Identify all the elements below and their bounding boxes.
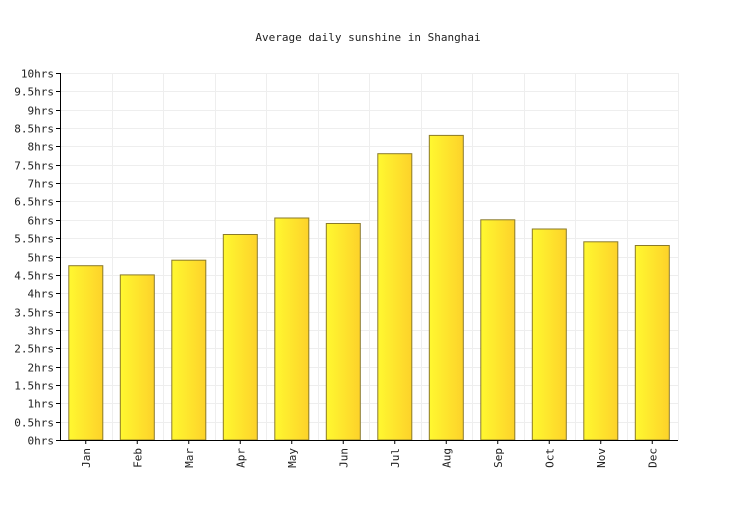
x-tick-label-nov: Nov <box>595 448 608 468</box>
x-tick-label-aug: Aug <box>440 448 453 468</box>
y-tick-label: 3.5hrs <box>14 307 54 320</box>
x-tick-label-dec: Dec <box>646 448 659 468</box>
y-tick-label: 6hrs <box>28 215 55 228</box>
y-tick-label: 7hrs <box>28 178 55 191</box>
bar-nov <box>583 241 619 441</box>
y-axis-ticks: 0hrs 0.5hrs 1hrs 1.5hrs 2hrs 2.5hrs 3hrs 3.5hrs… <box>14 68 60 448</box>
y-tick-label: 4.5hrs <box>14 270 54 283</box>
x-axis-ticks: Jan Feb Mar Apr May Jun Jul Aug Sep Oct Nov Dec <box>80 440 659 468</box>
gridlines <box>60 73 679 441</box>
bar-dec <box>634 245 670 441</box>
bar-feb <box>119 274 155 441</box>
y-tick-label: 10hrs <box>21 68 54 81</box>
y-tick-label: 5hrs <box>28 252 55 265</box>
y-tick-label: 5.5hrs <box>14 233 54 246</box>
x-tick-label-sep: Sep <box>492 448 505 468</box>
bar-jan <box>68 265 104 441</box>
x-tick-label-may: May <box>286 448 299 468</box>
bar-jul <box>377 153 413 441</box>
y-tick-label: 6.5hrs <box>14 196 54 209</box>
x-tick-label-jul: Jul <box>389 448 402 468</box>
x-tick-label-jun: Jun <box>337 448 350 468</box>
y-tick-label: 1.5hrs <box>14 380 54 393</box>
x-tick-label-jan: Jan <box>80 448 93 468</box>
axes <box>60 73 678 441</box>
y-tick-label: 9hrs <box>28 105 55 118</box>
y-tick-label: 0.5hrs <box>14 417 54 430</box>
y-tick-label: 2hrs <box>28 362 55 375</box>
y-tick-label: 8.5hrs <box>14 123 54 136</box>
chart-title: Average daily sunshine in Shanghai <box>255 31 480 44</box>
bar-oct <box>531 228 567 441</box>
bar-aug <box>428 134 464 441</box>
bar-sep <box>480 219 516 441</box>
y-tick-label: 9.5hrs <box>14 86 54 99</box>
y-tick-label: 4hrs <box>28 288 55 301</box>
x-tick-label-oct: Oct <box>543 448 556 468</box>
x-tick-label-mar: Mar <box>183 448 196 468</box>
y-tick-label: 3hrs <box>28 325 55 338</box>
bar-mar <box>171 259 207 441</box>
y-tick-label: 2.5hrs <box>14 343 54 356</box>
y-tick-label: 1hrs <box>28 398 55 411</box>
y-tick-label: 7.5hrs <box>14 160 54 173</box>
bars <box>68 134 670 441</box>
y-tick-label: 8hrs <box>28 141 55 154</box>
x-tick-label-apr: Apr <box>234 448 247 468</box>
bar-jun <box>325 223 361 441</box>
bar-may <box>274 217 310 441</box>
y-tick-label: 0hrs <box>28 435 55 448</box>
x-tick-label-feb: Feb <box>131 448 144 468</box>
bar-apr <box>222 234 258 441</box>
